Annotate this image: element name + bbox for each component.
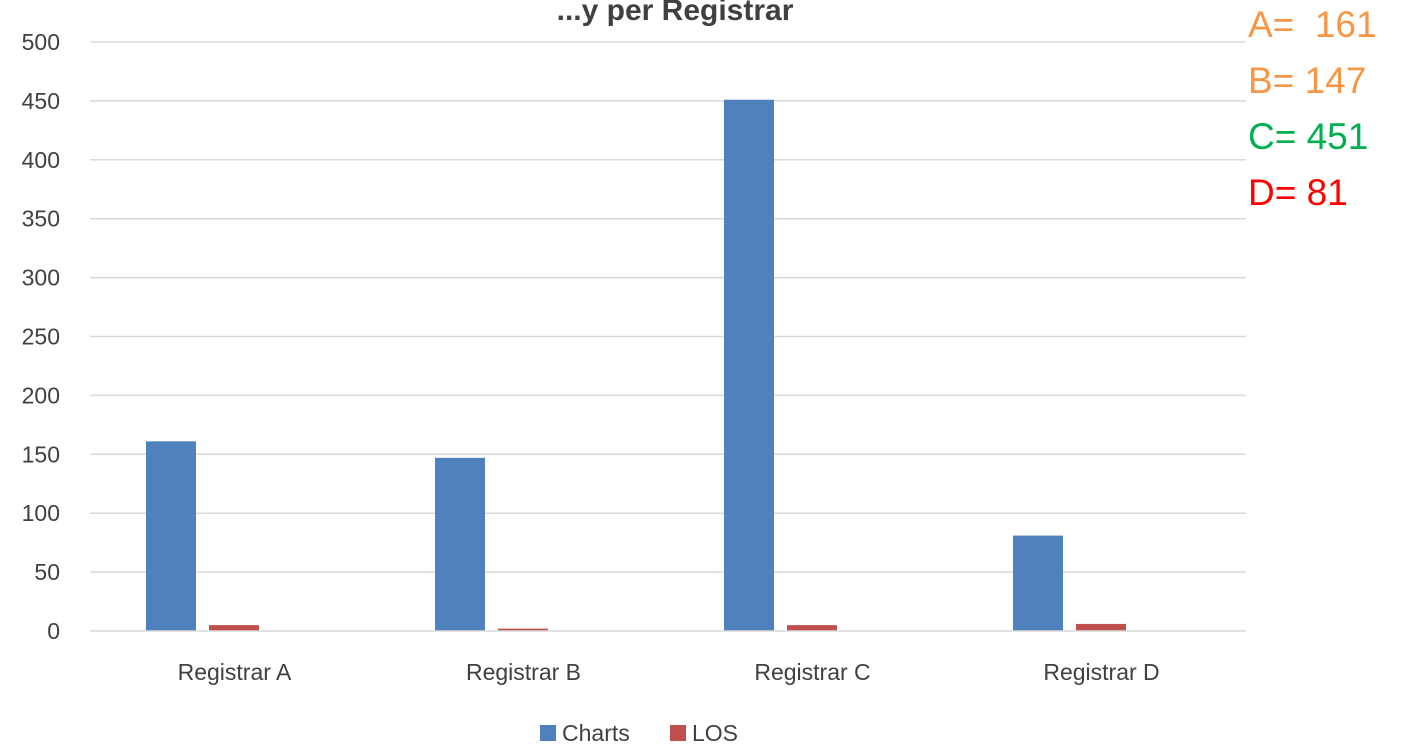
x-category-label: Registrar B <box>466 659 581 685</box>
bar-charts-3 <box>724 99 774 632</box>
legend-swatch-los <box>670 725 686 741</box>
bar-charts-1 <box>146 441 196 631</box>
bars <box>146 99 1126 632</box>
bar-los-3 <box>787 625 837 631</box>
bar-los-2 <box>498 628 548 631</box>
y-tick-label: 50 <box>34 559 60 585</box>
value-annotations: A= 161 B= 147 C= 451 D= 81 <box>1248 4 1377 213</box>
bar-charts-4 <box>1013 535 1063 631</box>
legend-label-los: LOS <box>692 720 738 746</box>
gridlines <box>90 41 1246 573</box>
y-tick-label: 0 <box>47 618 60 644</box>
x-axis-category-labels: Registrar A Registrar B Registrar C Registr… <box>178 659 1160 685</box>
x-category-label: Registrar A <box>178 659 292 685</box>
annotation-1: A= 161 <box>1248 4 1377 45</box>
y-tick-label: 450 <box>22 88 60 114</box>
y-tick-label: 200 <box>22 382 60 408</box>
annotation-3: C= 451 <box>1248 116 1368 157</box>
annotation-4: D= 81 <box>1248 172 1348 213</box>
y-tick-label: 400 <box>22 147 60 173</box>
y-axis-tick-labels: 0 50 100 150 200 250 300 350 400 450 500 <box>22 29 60 644</box>
legend: Charts LOS <box>540 720 738 746</box>
bar-los-1 <box>209 625 259 631</box>
y-tick-label: 250 <box>22 324 60 350</box>
bar-charts-2 <box>435 457 485 631</box>
y-tick-label: 350 <box>22 206 60 232</box>
annotation-2: B= 147 <box>1248 60 1366 101</box>
x-category-label: Registrar D <box>1043 659 1159 685</box>
legend-label-charts: Charts <box>562 720 630 746</box>
chart-title: ...y per Registrar <box>557 0 794 27</box>
y-tick-label: 150 <box>22 441 60 467</box>
legend-swatch-charts <box>540 725 556 741</box>
y-tick-label: 100 <box>22 500 60 526</box>
x-category-label: Registrar C <box>754 659 870 685</box>
y-tick-label: 300 <box>22 265 60 291</box>
bar-los-4 <box>1076 623 1126 631</box>
y-tick-label: 500 <box>22 29 60 55</box>
